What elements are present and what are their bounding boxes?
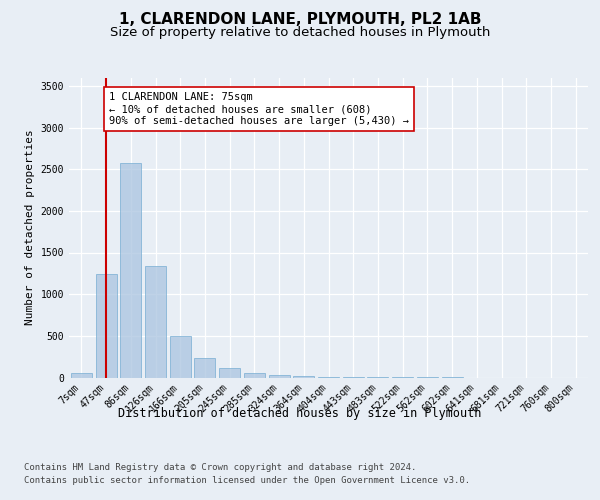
Bar — [170, 336, 191, 378]
Bar — [120, 162, 141, 378]
Text: 1, CLARENDON LANE, PLYMOUTH, PL2 1AB: 1, CLARENDON LANE, PLYMOUTH, PL2 1AB — [119, 12, 481, 28]
Bar — [318, 376, 339, 378]
Text: 1 CLARENDON LANE: 75sqm
← 10% of detached houses are smaller (608)
90% of semi-d: 1 CLARENDON LANE: 75sqm ← 10% of detache… — [109, 92, 409, 126]
Bar — [71, 374, 92, 378]
Y-axis label: Number of detached properties: Number of detached properties — [25, 130, 35, 326]
Bar — [244, 373, 265, 378]
Text: Contains public sector information licensed under the Open Government Licence v3: Contains public sector information licen… — [24, 476, 470, 485]
Bar — [293, 376, 314, 378]
Bar — [194, 358, 215, 378]
Bar — [219, 368, 240, 378]
Bar — [145, 266, 166, 378]
Text: Size of property relative to detached houses in Plymouth: Size of property relative to detached ho… — [110, 26, 490, 39]
Text: Contains HM Land Registry data © Crown copyright and database right 2024.: Contains HM Land Registry data © Crown c… — [24, 462, 416, 471]
Bar — [95, 274, 116, 378]
Text: Distribution of detached houses by size in Plymouth: Distribution of detached houses by size … — [118, 408, 482, 420]
Bar — [269, 375, 290, 378]
